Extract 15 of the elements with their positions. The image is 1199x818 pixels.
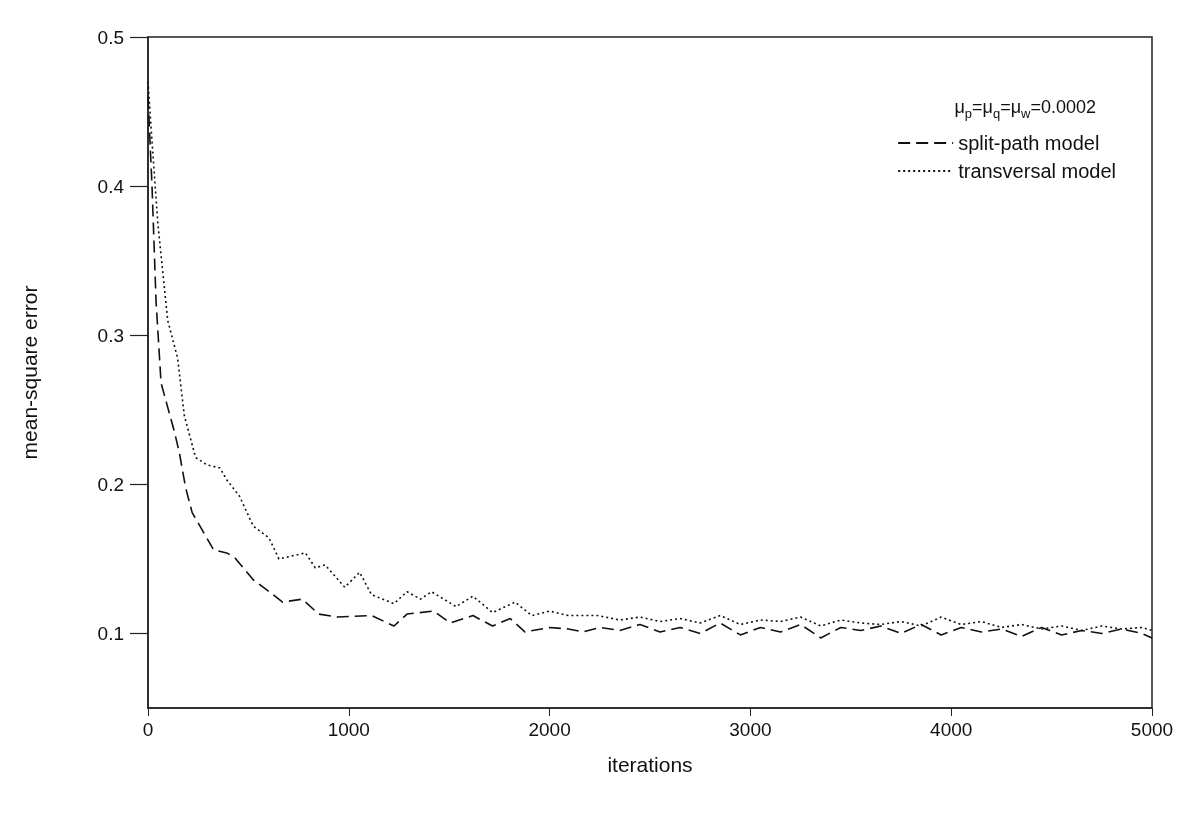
x-tick-label: 0 — [142, 719, 154, 740]
y-tick-label: 0.3 — [97, 324, 124, 346]
y-tick-label: 0.2 — [97, 473, 124, 495]
legend-label: transversal model — [958, 160, 1116, 182]
y-tick-label: 0.5 — [97, 26, 124, 48]
x-axis-title: iterations — [607, 753, 693, 776]
legend-label: split-path model — [958, 132, 1100, 154]
y-tick-label: 0.4 — [97, 175, 125, 197]
x-tick-label: 3000 — [729, 719, 772, 740]
x-tick-label: 2000 — [528, 719, 571, 740]
y-axis-title: mean-square error — [18, 285, 41, 460]
x-tick-label: 1000 — [327, 719, 370, 740]
x-tick-label: 5000 — [1130, 719, 1174, 740]
y-tick-label: 0.1 — [97, 622, 124, 644]
x-tick-label: 4000 — [930, 719, 973, 740]
